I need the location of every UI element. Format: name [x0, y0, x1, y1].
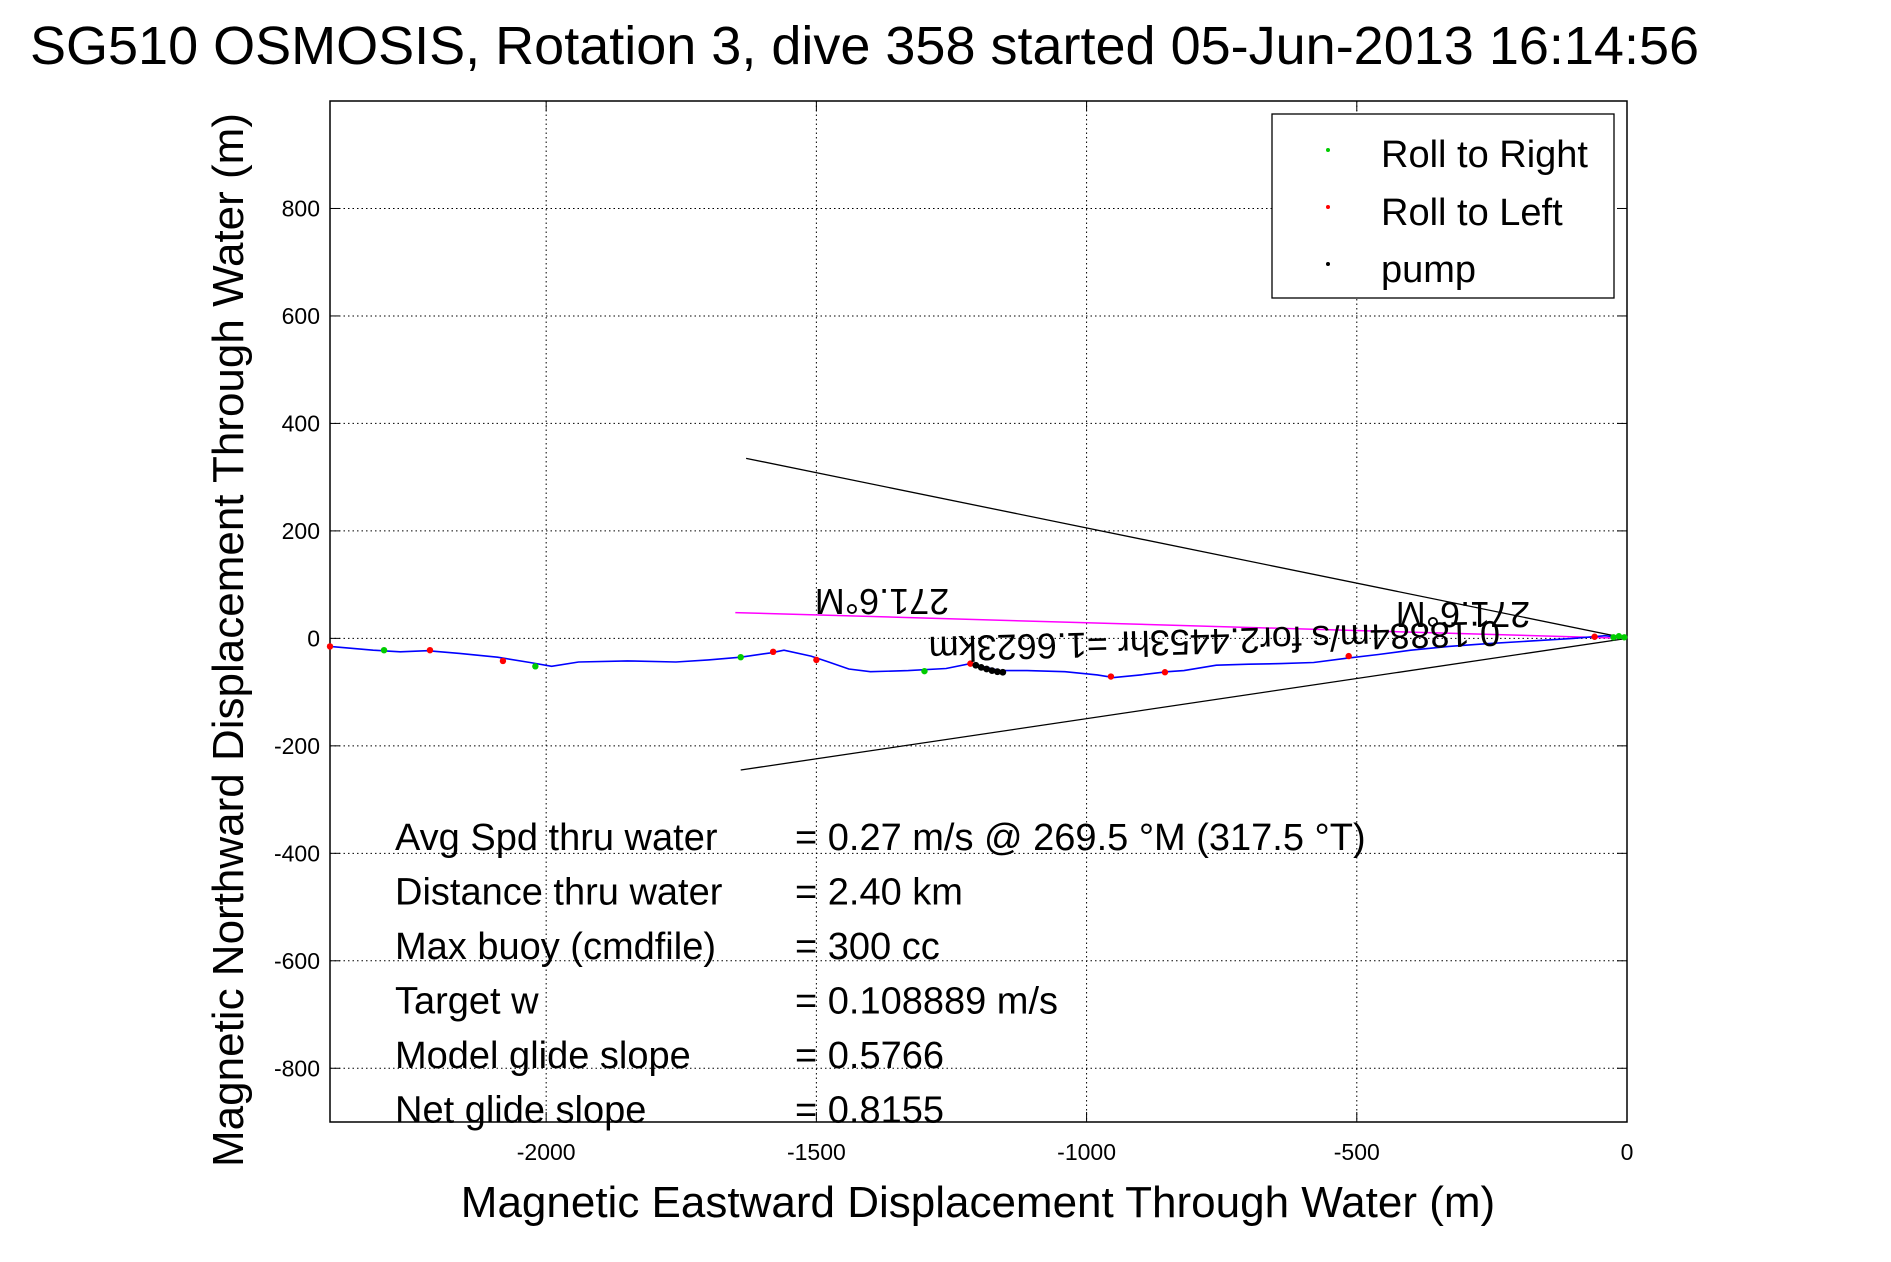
x-tick-label: -1000 — [1057, 1139, 1116, 1165]
x-tick-label: -1500 — [787, 1139, 846, 1165]
roll-right-markers — [380, 633, 1628, 675]
y-axis-label: Magnetic Northward Displacement Through … — [204, 113, 253, 1167]
x-tick-label: 0 — [1621, 1139, 1634, 1165]
roll-left-point — [326, 643, 334, 650]
roll-right-point — [1610, 634, 1617, 641]
roll-left-point — [499, 657, 507, 665]
stat-label: Net glide slope — [395, 1090, 646, 1132]
roll-left-point — [769, 648, 777, 656]
x-tick-label: -500 — [1334, 1139, 1380, 1165]
x-axis-ticks: -2000 -1500 -1000 -500 0 — [517, 101, 1634, 1165]
pump-point — [999, 668, 1007, 676]
y-tick-label: 0 — [307, 625, 320, 651]
stat-label: Max buoy (cmdfile) — [395, 926, 716, 968]
pump-point — [988, 667, 996, 675]
legend-marker-pump — [1326, 262, 1330, 266]
y-axis-ticks: -800 -600 -400 -200 0 200 400 600 800 — [274, 195, 1627, 1081]
y-tick-label: 400 — [282, 410, 320, 436]
stat-value: = 0.5766 — [795, 1035, 944, 1077]
y-tick-label: -600 — [274, 948, 320, 974]
y-tick-label: 200 — [282, 518, 320, 544]
stat-value: = 2.40 km — [795, 872, 963, 914]
roll-left-point — [426, 646, 434, 654]
pump-point — [977, 663, 985, 671]
heading-annotation-left: 271.6°M — [815, 581, 949, 622]
y-tick-label: 600 — [282, 303, 320, 329]
stat-label: Model glide slope — [395, 1035, 691, 1077]
roll-left-point — [967, 660, 974, 667]
stat-label: Distance thru water — [395, 872, 723, 914]
heading-line — [735, 611, 1628, 640]
gridlines — [330, 101, 1628, 1122]
y-tick-label: 800 — [282, 195, 320, 221]
stat-value: = 300 cc — [795, 926, 940, 968]
legend-marker-roll-right — [1326, 148, 1330, 152]
cone-lower-line — [740, 637, 1628, 771]
roll-right-point — [532, 663, 539, 670]
roll-left-point — [1345, 652, 1352, 660]
roll-right-point — [1621, 634, 1628, 641]
roll-left-point — [1591, 633, 1598, 640]
x-tick-label: -2000 — [517, 1139, 576, 1165]
pump-point — [972, 661, 980, 669]
roll-right-point — [921, 667, 928, 675]
roll-right-point — [380, 646, 388, 654]
legend: Roll to Right Roll to Left pump — [1271, 113, 1615, 299]
legend-label-roll-right: Roll to Right — [1381, 134, 1588, 176]
legend-marker-roll-left — [1326, 205, 1330, 209]
stat-label: Target w — [395, 981, 539, 1023]
chart-title: SG510 OSMOSIS, Rotation 3, dive 358 star… — [30, 16, 1699, 76]
roll-left-point — [1161, 669, 1169, 676]
stat-value: = 0.108889 m/s — [795, 981, 1058, 1023]
stat-value: = 0.27 m/s @ 269.5 °M (317.5 °T) — [795, 817, 1366, 859]
stat-value: = 0.8155 — [795, 1090, 944, 1132]
heading-annotation-right: 271.6°M — [1396, 594, 1530, 635]
y-tick-label: -800 — [274, 1055, 320, 1081]
cone-upper-line — [745, 457, 1628, 640]
roll-left-point — [1107, 673, 1115, 680]
pump-markers — [972, 661, 1007, 676]
roll-left-point — [813, 656, 820, 664]
roll-right-point — [737, 653, 744, 661]
legend-label-roll-left: Roll to Left — [1381, 192, 1563, 234]
stat-label: Avg Spd thru water — [395, 817, 718, 859]
y-tick-label: -400 — [274, 840, 320, 866]
roll-left-markers — [326, 633, 1598, 680]
roll-right-point — [1615, 633, 1623, 640]
legend-label-pump: pump — [1381, 249, 1476, 291]
pump-point — [994, 668, 1001, 676]
y-tick-label: -200 — [274, 733, 320, 759]
stats-block: Avg Spd thru water = 0.27 m/s @ 269.5 °M … — [395, 817, 1366, 1132]
x-axis-label: Magnetic Eastward Displacement Through W… — [461, 1178, 1495, 1227]
pump-point — [983, 665, 991, 673]
